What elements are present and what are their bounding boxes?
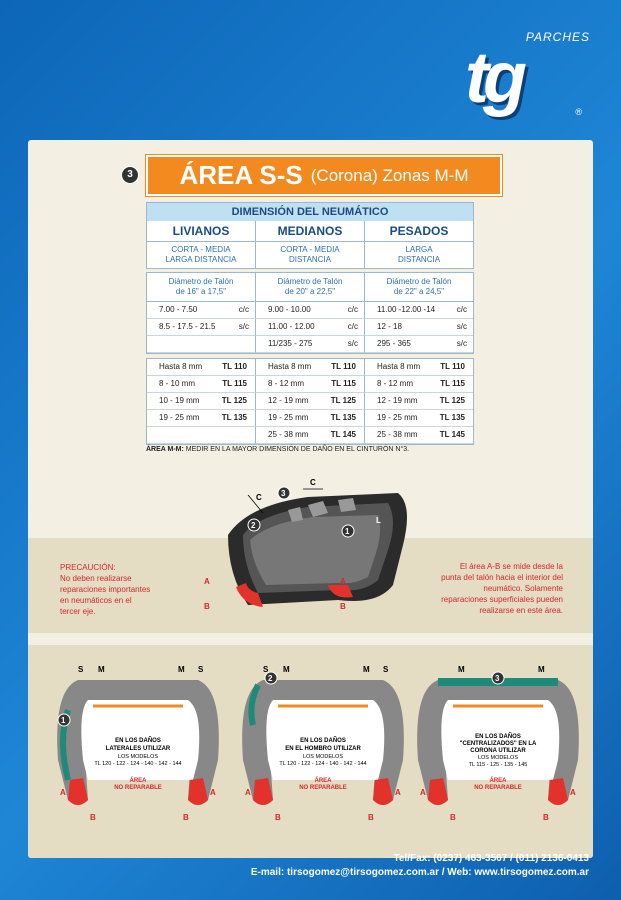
svg-text:ÁREA: ÁREA	[489, 777, 507, 784]
category-livianos: LIVIANOS	[147, 221, 256, 242]
table-header: DIMENSIÓN DEL NEUMÁTICO	[147, 203, 473, 221]
svg-text:TL 120 - 122 - 124 - 140 - 142: TL 120 - 122 - 124 - 140 - 142 - 144	[94, 761, 181, 767]
svg-text:NO REPARABLE: NO REPARABLE	[299, 785, 347, 791]
cross-sections: S M M S 1 EN LOS DAÑOS LATERALES UTILIZA…	[57, 665, 579, 822]
svg-text:M: M	[538, 665, 545, 674]
svg-text:M: M	[178, 665, 185, 674]
svg-text:ÁREA: ÁREA	[129, 777, 147, 784]
table-row: 8.5 - 17.5 - 21.5 s/c 11.00 - 12.00 c/c 12…	[147, 319, 473, 336]
category-pesados: PESADOS	[365, 221, 473, 242]
cross-section-sidewall: S M M S 1 EN LOS DAÑOS LATERALES UTILIZA…	[57, 665, 219, 822]
table-row: 19 - 25 mm TL 135 19 - 25 mm TL 135 19 - 2…	[147, 410, 473, 427]
dimension-table: DIMENSIÓN DEL NEUMÁTICO LIVIANOS MEDIANO…	[146, 202, 474, 269]
svg-text:A: A	[210, 788, 216, 797]
table-row: 8 - 10 mm TL 115 8 - 12 mm TL 115 8 - 12 m…	[147, 376, 473, 393]
svg-text:LATERALES UTILIZAR: LATERALES UTILIZAR	[106, 746, 171, 752]
cross-section-crown: M M 3 EN LOS DAÑOS "CENTRALIZADOS" EN LA…	[417, 665, 579, 822]
logo-mark: tg	[465, 38, 527, 118]
distance-cell: CORTA - MEDIA LARGA DISTANCIA	[147, 242, 256, 268]
section-number-badge: 3	[121, 166, 139, 184]
svg-text:TL 115 - 125 - 135 - 145: TL 115 - 125 - 135 - 145	[469, 762, 528, 768]
svg-text:S: S	[198, 665, 204, 674]
area-info-text: El área A-B se mide desde la punta del ta…	[441, 562, 563, 615]
svg-text:EN LOS DAÑOS: EN LOS DAÑOS	[300, 737, 346, 744]
svg-text:A: A	[395, 788, 401, 797]
badge-2: 2	[251, 521, 256, 530]
svg-text:A: A	[60, 788, 66, 797]
label-b: B	[340, 602, 346, 611]
svg-text:B: B	[368, 813, 374, 822]
phone-line: Tel/Fax: (0237) 463-3567 / (011) 2136-04…	[393, 853, 590, 864]
svg-text:3: 3	[495, 674, 500, 683]
web-line: E-mail: tirsogomez@tirsogomez.com.ar / W…	[250, 867, 589, 878]
svg-text:LOS MODELOS: LOS MODELOS	[478, 755, 518, 761]
svg-text:M: M	[458, 665, 465, 674]
title-main: ÁREA S-S	[179, 160, 303, 190]
table-row: 11/235 - 275 s/c 295 - 365 s/c	[147, 336, 473, 353]
bead-cell: Diámetro de Talón de 20" a 22,5"	[256, 273, 365, 302]
bead-cell: Diámetro de Talón de 22" a 24,5"	[365, 273, 473, 302]
svg-text:LOS MODELOS: LOS MODELOS	[118, 754, 158, 760]
registered-mark: ®	[575, 107, 582, 117]
table-row: 10 - 19 mm TL 125 12 - 19 mm TL 125 12 - 1…	[147, 393, 473, 410]
svg-text:CORONA UTILIZAR: CORONA UTILIZAR	[470, 748, 526, 754]
distance-cell: CORTA - MEDIA DISTANCIA	[256, 242, 365, 268]
cross-section-shoulder: S M M S 2 EN LOS DAÑOS EN EL HOMBRO UTIL…	[242, 665, 404, 822]
table-row: 7.00 - 7.50 c/c 9.00 - 10.00 c/c 11.00 -12…	[147, 302, 473, 319]
svg-text:1: 1	[61, 716, 66, 725]
badge-1: 1	[345, 527, 350, 536]
svg-text:B: B	[90, 813, 96, 822]
svg-text:S: S	[383, 665, 389, 674]
svg-text:B: B	[183, 813, 189, 822]
tg-logo: PARCHES tg ®	[460, 30, 590, 125]
section-title: ÁREA S-S (Corona) Zonas M-M	[146, 155, 502, 196]
svg-text:LOS MODELOS: LOS MODELOS	[303, 754, 343, 760]
distance-cell: LARGA DISTANCIA	[397, 245, 441, 264]
svg-text:EN LOS DAÑOS: EN LOS DAÑOS	[475, 733, 521, 740]
svg-text:M: M	[98, 665, 105, 674]
label-b: B	[204, 602, 210, 611]
svg-text:M: M	[283, 665, 290, 674]
svg-text:S: S	[263, 665, 269, 674]
size-table: Diámetro de Talón de 16" a 17,5" Diámetro…	[146, 272, 474, 354]
svg-text:B: B	[450, 813, 456, 822]
svg-text:NO REPARABLE: NO REPARABLE	[474, 785, 522, 791]
caution-text: PRECAUCIÓN: No deben realizarse reparacion…	[60, 563, 151, 616]
svg-text:TL 120 - 122 - 124 - 140 - 142: TL 120 - 122 - 124 - 140 - 142 - 144	[279, 761, 366, 767]
table-row: 25 - 38 mm TL 145 25 - 38 mm TL 145	[147, 427, 473, 444]
svg-text:EN EL HOMBRO UTILIZAR: EN EL HOMBRO UTILIZAR	[285, 746, 361, 752]
svg-text:A: A	[570, 788, 576, 797]
svg-text:M: M	[363, 665, 370, 674]
svg-text:EN LOS DAÑOS: EN LOS DAÑOS	[115, 737, 161, 744]
svg-text:B: B	[543, 813, 549, 822]
contact-footer: Tel/Fax: (0237) 463-3567 / (011) 2136-04…	[251, 852, 589, 880]
svg-text:B: B	[275, 813, 281, 822]
content-panel: 3 ÁREA S-S (Corona) Zonas M-M DIMENSIÓN …	[28, 140, 593, 858]
title-sub: (Corona) Zonas M-M	[310, 165, 469, 185]
label-a: A	[340, 577, 346, 586]
label-l: L	[376, 516, 381, 525]
tire-perspective-diagram: C C L A B A B 3 2 1	[204, 478, 407, 611]
svg-text:NO REPARABLE: NO REPARABLE	[114, 785, 162, 791]
badge-3: 3	[281, 489, 286, 498]
label-a: A	[204, 577, 210, 586]
label-c: C	[256, 493, 262, 502]
svg-text:"CENTRALIZADOS" EN LA: "CENTRALIZADOS" EN LA	[460, 741, 537, 747]
svg-text:A: A	[420, 788, 426, 797]
label-c: C	[310, 478, 316, 487]
svg-text:S: S	[78, 665, 84, 674]
area-mm-note: ÁREA M-M: MEDIR EN LA MAYOR DIMENSIÓN DE…	[146, 446, 410, 453]
svg-text:ÁREA: ÁREA	[314, 777, 332, 784]
table-row: Hasta 8 mm TL 110 Hasta 8 mm TL 110 Hasta …	[147, 359, 473, 376]
category-medianos: MEDIANOS	[256, 221, 365, 242]
patch-table: Hasta 8 mm TL 110 Hasta 8 mm TL 110 Hasta …	[146, 358, 474, 445]
svg-text:2: 2	[268, 674, 273, 683]
svg-text:A: A	[245, 788, 251, 797]
bead-cell: Diámetro de Talón de 16" a 17,5"	[147, 273, 256, 302]
logo-parches-text: PARCHES	[525, 30, 590, 44]
